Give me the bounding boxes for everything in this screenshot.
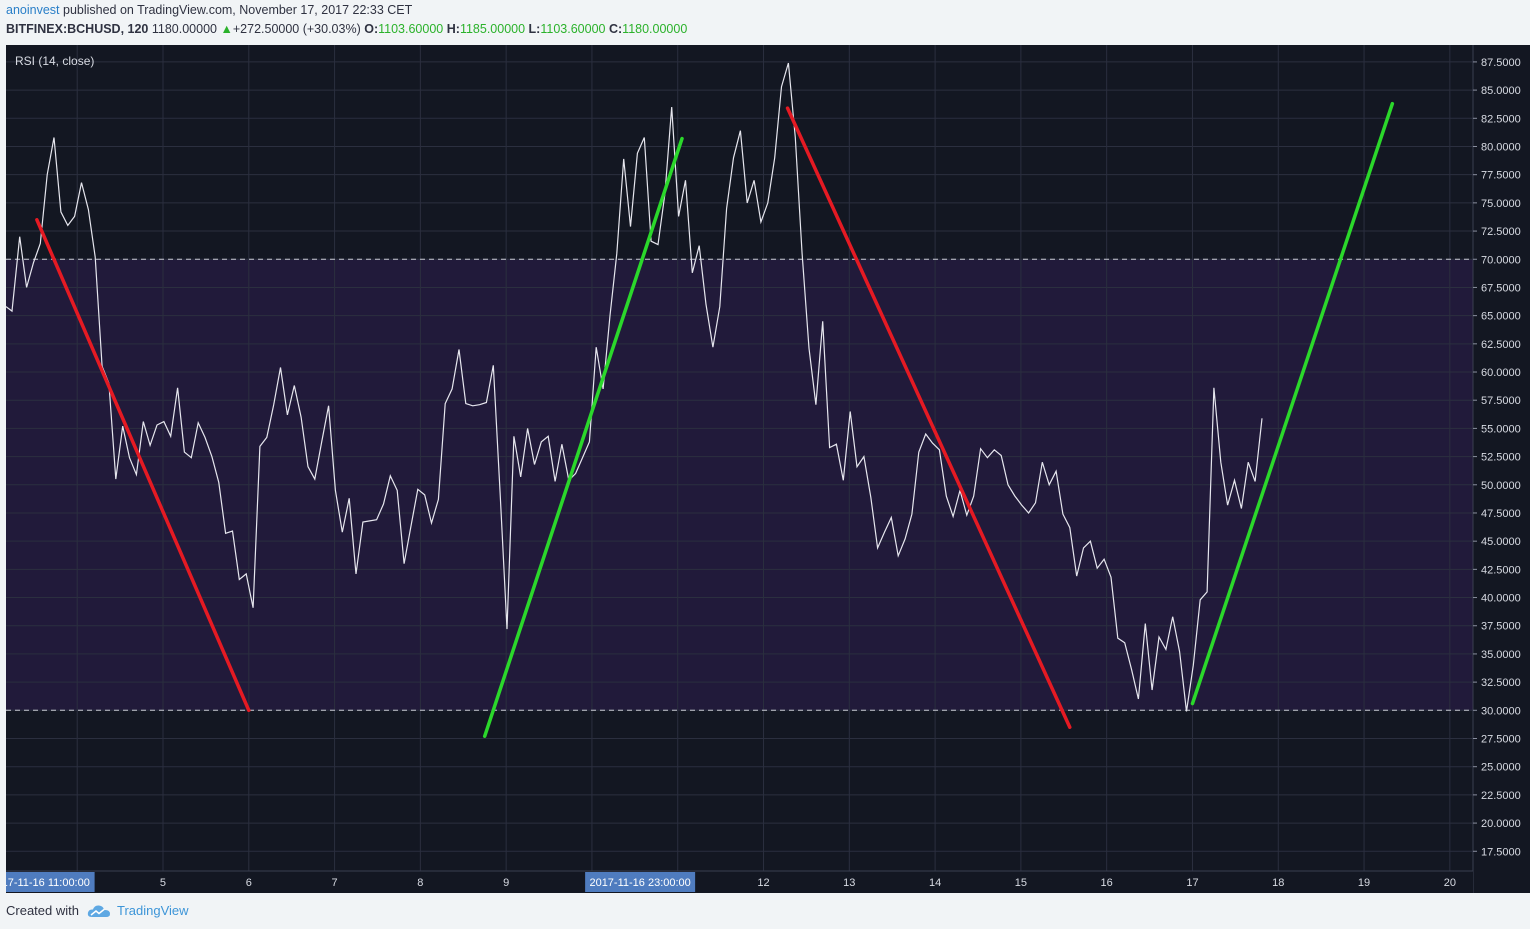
rsi-series-line xyxy=(5,62,1263,712)
x-tick-label: 15 xyxy=(1015,877,1027,889)
y-tick-label: 22.5000 xyxy=(1481,790,1521,802)
low-label: L: xyxy=(528,22,541,36)
high-label: H: xyxy=(446,22,460,36)
tradingview-link[interactable]: TradingView xyxy=(116,903,189,918)
y-tick-label: 45.0000 xyxy=(1481,536,1521,548)
y-tick-label: 70.0000 xyxy=(1481,254,1521,266)
y-tick-label: 82.5000 xyxy=(1481,113,1521,125)
red-trend-line xyxy=(785,106,1072,729)
x-tick-label: 7 xyxy=(332,877,338,889)
y-tick-label: 40.0000 xyxy=(1481,593,1521,605)
open-value: 1103.60000 xyxy=(378,22,444,36)
y-tick-label: 25.0000 xyxy=(1481,762,1521,774)
x-tick-label: 19 xyxy=(1358,877,1370,889)
last-price: 1180.00000 xyxy=(151,22,217,36)
rsi-chart-svg[interactable]: 17.5000 20.0000 22.5000 25.0000 27.5000 30.00… xyxy=(0,45,1530,893)
green-trend-line xyxy=(1190,101,1395,706)
x-tick-label: 13 xyxy=(843,877,855,889)
symbol-name: BITFINEX:BCHUSD, 120 xyxy=(6,22,149,36)
publish-info: published on TradingView.com, November 1… xyxy=(59,3,413,17)
x-tick-label: 6 xyxy=(246,877,252,889)
y-tick-label: 85.0000 xyxy=(1481,85,1521,97)
high-value: 1185.00000 xyxy=(459,22,526,36)
x-tick-label: 12 xyxy=(757,877,769,889)
x-tick-label: 8 xyxy=(417,877,423,889)
y-tick-label: 60.0000 xyxy=(1481,367,1521,379)
y-tick-label: 50.0000 xyxy=(1481,480,1521,492)
y-tick-label: 75.0000 xyxy=(1481,198,1521,210)
time-highlight-box xyxy=(0,872,95,892)
close-label: C: xyxy=(608,22,623,36)
created-with-text: Created with xyxy=(6,903,79,918)
x-tick-label: 5 xyxy=(160,877,166,889)
x-tick-label: 17 xyxy=(1186,877,1198,889)
y-tick-label: 57.5000 xyxy=(1481,395,1521,407)
time-highlight-box xyxy=(585,872,696,892)
x-tick-label: 16 xyxy=(1101,877,1113,889)
rsi-chart[interactable]: 17.5000 20.0000 22.5000 25.0000 27.5000 30.00… xyxy=(0,45,1530,893)
y-tick-label: 17.5000 xyxy=(1481,846,1521,858)
x-tick-label: 20 xyxy=(1444,877,1456,889)
price-change: +272.50000 (+30.03%) xyxy=(232,22,361,36)
y-tick-label: 80.0000 xyxy=(1481,141,1521,153)
y-tick-label: 32.5000 xyxy=(1481,677,1521,689)
close-value: 1180.00000 xyxy=(622,22,688,36)
open-label: O: xyxy=(364,22,379,36)
x-tick-label: 9 xyxy=(503,877,509,889)
price-axis-panel xyxy=(1473,45,1530,893)
y-tick-label: 87.5000 xyxy=(1481,57,1521,69)
time-highlight-label: 2017-11-16 11:00:00 xyxy=(6,877,90,889)
symbol-info-bar: BITFINEX:BCHUSD, 120 1180.00000 ▲+272.50… xyxy=(6,22,687,36)
y-tick-label: 55.0000 xyxy=(1481,423,1521,435)
green-trend-line xyxy=(482,136,684,738)
y-tick-label: 20.0000 xyxy=(1481,818,1521,830)
x-tick-label: 14 xyxy=(929,877,941,889)
y-tick-label: 37.5000 xyxy=(1481,621,1521,633)
author-link[interactable]: anoinvest xyxy=(6,3,60,17)
y-tick-label: 30.0000 xyxy=(1481,705,1521,717)
y-tick-label: 42.5000 xyxy=(1481,564,1521,576)
indicator-legend: RSI (14, close) xyxy=(15,54,94,68)
y-tick-label: 52.5000 xyxy=(1481,452,1521,464)
publish-header: anoinvest published on TradingView.com, … xyxy=(6,3,412,17)
x-tick-label: 18 xyxy=(1272,877,1284,889)
footer: Created with TradingView xyxy=(6,903,189,918)
time-axis-panel xyxy=(6,871,1473,893)
y-tick-label: 67.5000 xyxy=(1481,282,1521,294)
time-highlight-label: 2017-11-16 23:00:00 xyxy=(589,877,690,889)
y-tick-label: 62.5000 xyxy=(1481,339,1521,351)
low-value: 1103.60000 xyxy=(540,22,606,36)
red-trend-line xyxy=(35,218,251,713)
up-arrow-icon: ▲ xyxy=(220,22,233,36)
y-tick-label: 65.0000 xyxy=(1481,311,1521,323)
y-tick-label: 72.5000 xyxy=(1481,226,1521,238)
y-tick-label: 77.5000 xyxy=(1481,170,1521,182)
y-tick-label: 35.0000 xyxy=(1481,649,1521,661)
y-tick-label: 47.5000 xyxy=(1481,508,1521,520)
y-tick-label: 27.5000 xyxy=(1481,734,1521,746)
tradingview-cloud-icon[interactable] xyxy=(87,904,111,918)
